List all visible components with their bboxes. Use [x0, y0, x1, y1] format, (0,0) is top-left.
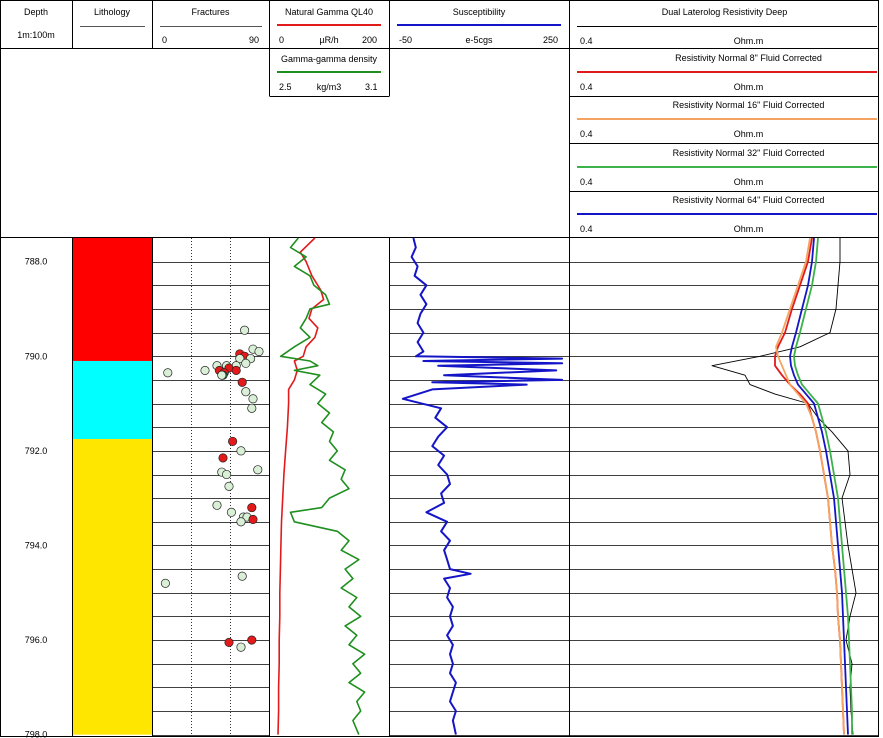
susceptibility-curve: [401, 237, 564, 735]
fracture-point: [247, 403, 257, 413]
lithology-title: Lithology: [93, 7, 131, 17]
susceptibility-min: -50: [399, 35, 413, 45]
fracture-point: [236, 642, 246, 652]
res-64-unit: Ohm.m: [733, 224, 764, 234]
depth-tick-label: 796.0: [25, 635, 48, 645]
fracture-point: [237, 377, 247, 387]
res-32-min: 0.4: [580, 177, 593, 187]
res-deep-title: Dual Laterolog Resistivity Deep: [661, 7, 788, 17]
fracture-point: [222, 469, 232, 480]
fracture-point: [200, 365, 210, 375]
fracture-point: [226, 507, 236, 517]
res-16-legend-line: [577, 118, 877, 120]
res-8-title: Resistivity Normal 8" Fluid Corrected: [675, 53, 822, 63]
fracture-point: [217, 370, 227, 380]
gamma-max: 200: [362, 35, 378, 45]
res-16-unit: Ohm.m: [733, 129, 764, 139]
depth-tick-label: 790.0: [25, 351, 48, 361]
fracture-point: [235, 354, 245, 364]
depth-tick-label: 792.0: [25, 446, 48, 456]
res-64-title: Resistivity Normal 64" Fluid Corrected: [672, 195, 825, 205]
density-title: Gamma-gamma density: [280, 54, 378, 64]
res-16-min: 0.4: [580, 129, 593, 139]
res-8-legend-line: [577, 71, 877, 73]
susceptibility-max: 250: [543, 35, 559, 45]
fracture-point: [224, 637, 234, 647]
resistivity-curve: [775, 237, 845, 735]
gamma-legend-line: [277, 24, 381, 26]
res-deep-unit: Ohm.m: [733, 36, 764, 46]
depth-scale: 1m:100m: [17, 30, 55, 40]
depth-tick-label: 798.0: [25, 730, 48, 738]
depth-grid: [152, 238, 879, 737]
fracture-point: [218, 453, 228, 463]
fracture-point: [163, 368, 173, 378]
res-8-min: 0.4: [580, 82, 593, 92]
lithology-track: [73, 238, 152, 735]
susceptibility-unit: e-5cgs: [465, 35, 493, 45]
fracture-point: [236, 517, 246, 527]
fracture-point: [228, 436, 238, 446]
gamma-title: Natural Gamma QL40: [284, 7, 374, 17]
fracture-point: [241, 387, 251, 397]
fracture-point: [224, 481, 234, 491]
lithology-interval: [73, 439, 152, 735]
res-32-unit: Ohm.m: [733, 177, 764, 187]
depth-axis-labels: 788.0 790.0 792.0 794.0 796.0 798.0: [25, 257, 48, 738]
resistivity-curve: [711, 238, 857, 735]
log-curves: [277, 237, 857, 735]
depth-tick-label: 794.0: [25, 540, 48, 550]
gamma-min: 0: [279, 35, 285, 45]
fracture-point: [254, 346, 264, 357]
res-64-legend-line: [577, 213, 877, 215]
fracture-point: [253, 465, 263, 475]
fracture-point: [248, 394, 258, 404]
lithology-interval: [73, 238, 152, 361]
res-32-legend-line: [577, 166, 877, 168]
fracture-point: [160, 578, 170, 588]
density-legend-line: [277, 71, 381, 73]
fracture-point: [231, 365, 241, 375]
fracture-point: [237, 571, 247, 581]
res-16-title: Resistivity Normal 16" Fluid Corrected: [672, 100, 825, 110]
resistivity-curve: [793, 237, 853, 735]
fracture-point: [248, 514, 258, 524]
density-curve: [279, 237, 366, 735]
res-32-title: Resistivity Normal 32" Fluid Corrected: [672, 148, 825, 158]
depth-title: Depth: [23, 7, 49, 17]
susceptibility-legend-line: [397, 24, 561, 26]
resistivity-curve: [789, 237, 849, 735]
fracture-point: [241, 358, 251, 368]
gamma-curve: [277, 237, 325, 735]
fractures-track: [160, 325, 264, 652]
fracture-point: [240, 325, 250, 335]
fractures-max: 90: [249, 35, 260, 45]
fracture-point: [236, 446, 246, 456]
fractures-min: 0: [162, 35, 168, 45]
fracture-point: [247, 635, 257, 645]
fracture-point: [247, 503, 257, 513]
res-64-min: 0.4: [580, 224, 593, 234]
depth-tick-label: 788.0: [25, 257, 48, 267]
resistivity-curve: [774, 237, 845, 735]
density-unit: kg/m3: [316, 82, 342, 92]
fracture-point: [212, 500, 222, 510]
fractures-title: Fractures: [191, 7, 230, 17]
gamma-unit: µR/h: [319, 35, 339, 45]
res-deep-min: 0.4: [580, 36, 593, 46]
susceptibility-title: Susceptibility: [452, 7, 506, 17]
density-max: 3.1: [365, 82, 378, 92]
res-8-unit: Ohm.m: [733, 82, 764, 92]
lithology-interval: [73, 360, 152, 440]
density-min: 2.5: [279, 82, 292, 92]
